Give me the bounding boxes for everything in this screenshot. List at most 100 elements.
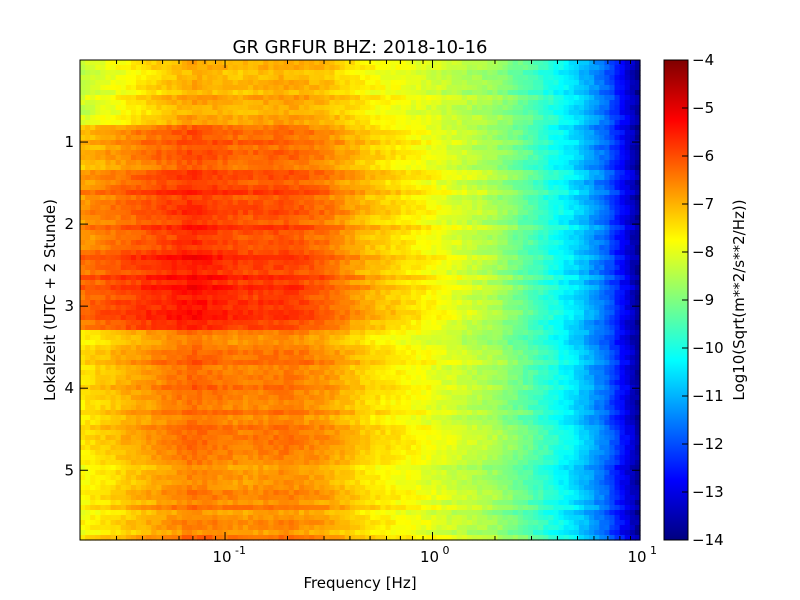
heatmap-cell xyxy=(487,170,493,176)
heatmap-cell xyxy=(151,120,157,126)
heatmap-cell xyxy=(242,245,249,251)
heatmap-cell xyxy=(253,85,259,91)
heatmap-cell xyxy=(319,240,325,246)
heatmap-cell xyxy=(517,175,524,181)
heatmap-cell xyxy=(528,275,534,281)
heatmap-cell xyxy=(283,210,290,216)
heatmap-cell xyxy=(472,205,478,211)
heatmap-cell xyxy=(161,130,168,136)
heatmap-cell xyxy=(125,245,132,251)
heatmap-cell xyxy=(395,145,402,151)
heatmap-cell xyxy=(319,200,325,206)
heatmap-cell xyxy=(319,120,325,126)
heatmap-cell xyxy=(446,175,453,181)
heatmap-cell xyxy=(253,240,259,246)
heatmap-cell xyxy=(334,180,341,186)
heatmap-cell xyxy=(477,240,483,246)
heatmap-cell xyxy=(589,270,595,276)
heatmap-cell xyxy=(202,285,208,291)
heatmap-cell xyxy=(543,280,549,286)
heatmap-cell xyxy=(309,135,315,141)
heatmap-cell xyxy=(538,100,544,106)
heatmap-cell xyxy=(156,185,163,191)
heatmap-cell xyxy=(197,280,203,286)
heatmap-cell xyxy=(416,120,422,126)
heatmap-cell xyxy=(410,145,417,151)
heatmap-cell xyxy=(339,150,346,156)
heatmap-cell xyxy=(477,145,483,151)
heatmap-cell xyxy=(110,165,117,171)
heatmap-cell xyxy=(416,125,422,131)
heatmap-cell xyxy=(105,115,112,121)
heatmap-cell xyxy=(410,175,417,181)
heatmap-cell xyxy=(558,230,565,236)
heatmap-cell xyxy=(349,135,356,141)
heatmap-cell xyxy=(431,220,437,226)
heatmap-cell xyxy=(283,80,290,86)
heatmap-cell xyxy=(548,145,555,151)
heatmap-cell xyxy=(141,170,147,176)
heatmap-cell xyxy=(629,125,636,131)
heatmap-cell xyxy=(548,235,555,241)
heatmap-cell xyxy=(80,70,86,76)
heatmap-cell xyxy=(90,65,96,71)
heatmap-cell xyxy=(125,255,132,261)
heatmap-cell xyxy=(304,260,310,266)
heatmap-cell xyxy=(594,140,600,146)
heatmap-cell xyxy=(558,120,565,126)
heatmap-cell xyxy=(497,270,504,276)
heatmap-cell xyxy=(151,90,157,96)
heatmap-cell xyxy=(349,225,356,231)
heatmap-cell xyxy=(431,60,437,66)
heatmap-cell xyxy=(314,180,320,186)
heatmap-cell xyxy=(90,125,96,131)
heatmap-cell xyxy=(181,155,188,161)
heatmap-cell xyxy=(192,205,198,211)
heatmap-cell xyxy=(370,110,376,116)
heatmap-cell xyxy=(227,65,234,71)
heatmap-cell xyxy=(497,125,504,131)
heatmap-cell xyxy=(461,145,468,151)
heatmap-cell xyxy=(304,180,310,186)
heatmap-cell xyxy=(548,130,555,136)
heatmap-cell xyxy=(136,115,142,121)
heatmap-cell xyxy=(558,135,565,141)
heatmap-cell xyxy=(517,190,524,196)
heatmap-cell xyxy=(100,80,107,86)
heatmap-cell xyxy=(120,230,127,236)
heatmap-cell xyxy=(517,60,524,66)
heatmap-cell xyxy=(80,235,86,241)
heatmap-cell xyxy=(207,100,213,106)
heatmap-cell xyxy=(365,105,371,111)
heatmap-cell xyxy=(599,265,605,271)
heatmap-cell xyxy=(293,105,300,111)
heatmap-cell xyxy=(477,170,483,176)
heatmap-cell xyxy=(232,65,239,71)
heatmap-cell xyxy=(334,100,341,106)
heatmap-cell xyxy=(334,275,341,281)
heatmap-cell xyxy=(242,185,249,191)
heatmap-cell xyxy=(416,145,422,151)
heatmap-cell xyxy=(181,215,188,221)
heatmap-cell xyxy=(258,130,264,136)
heatmap-cell xyxy=(589,215,595,221)
heatmap-cell xyxy=(604,140,611,146)
heatmap-cell xyxy=(100,85,107,91)
heatmap-cell xyxy=(192,220,198,226)
heatmap-cell xyxy=(436,190,443,196)
heatmap-cell xyxy=(558,235,565,241)
heatmap-cell xyxy=(319,210,325,216)
heatmap-cell xyxy=(365,95,371,101)
heatmap-cell xyxy=(538,255,544,261)
heatmap-cell xyxy=(548,270,555,276)
heatmap-cell xyxy=(507,160,514,166)
heatmap-cell xyxy=(136,280,142,286)
heatmap-cell xyxy=(599,180,605,186)
heatmap-cell xyxy=(512,235,519,241)
heatmap-cell xyxy=(105,95,112,101)
heatmap-cell xyxy=(517,185,524,191)
heatmap-cell xyxy=(248,165,254,171)
heatmap-cell xyxy=(563,135,570,141)
heatmap-cell xyxy=(171,125,178,131)
heatmap-cell xyxy=(482,120,488,126)
